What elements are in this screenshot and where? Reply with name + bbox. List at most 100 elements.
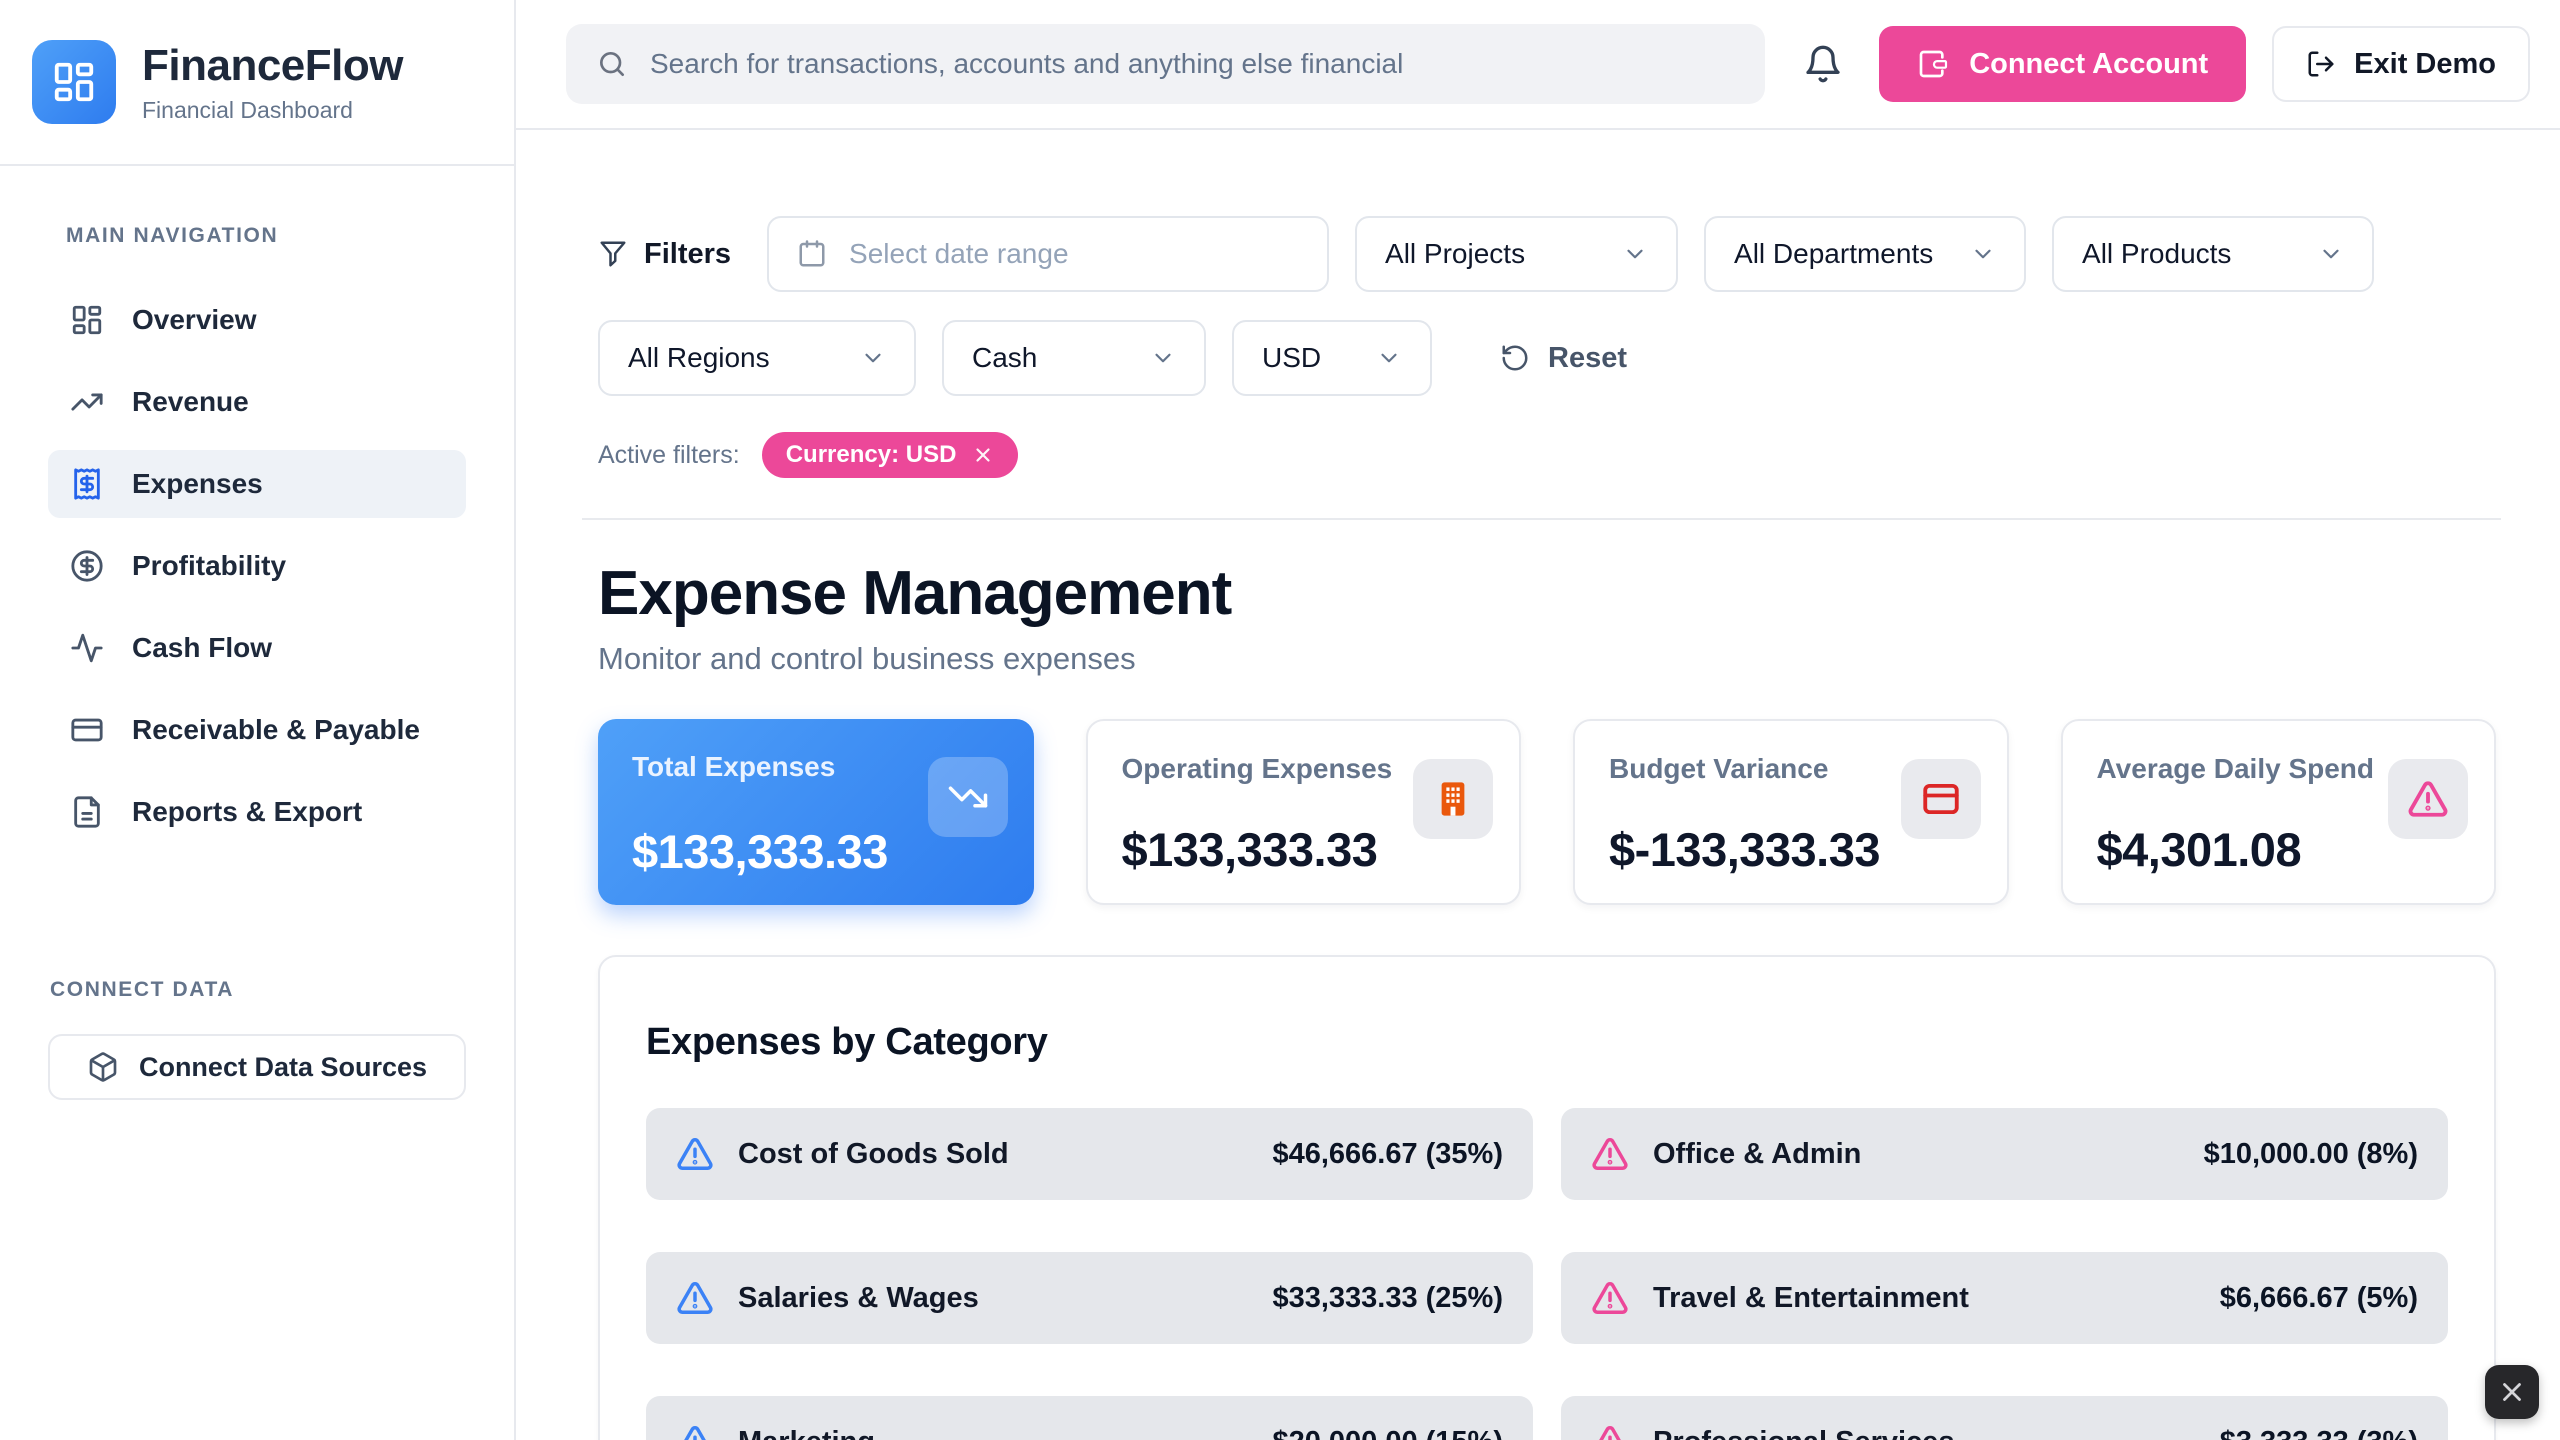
- close-icon[interactable]: [972, 444, 994, 466]
- category-value: $6,666.67 (5%): [2219, 1281, 2418, 1314]
- package-icon: [87, 1051, 119, 1083]
- log-out-icon: [2306, 49, 2336, 79]
- reset-label: Reset: [1548, 341, 1627, 374]
- section-divider: [582, 518, 2501, 520]
- stat-card-average-daily-spend[interactable]: Average Daily Spend $4,301.08: [2060, 719, 2496, 905]
- chevron-down-icon: [1970, 241, 1996, 267]
- category-value: $3,333.33 (3%): [2220, 1426, 2418, 1440]
- sidebar-item-label: Overview: [132, 304, 257, 335]
- sidebar-item-label: Profitability: [132, 550, 287, 581]
- category-row-travel-entertainment[interactable]: Travel & Entertainment $6,666.67 (5%): [1561, 1252, 2448, 1344]
- nav-section-label: MAIN NAVIGATION: [66, 224, 279, 247]
- search-icon: [596, 48, 628, 80]
- alert-triangle-icon: [676, 1423, 714, 1440]
- reset-filters-button[interactable]: Reset: [1500, 342, 1627, 375]
- date-range-placeholder: Select date range: [849, 238, 1069, 269]
- circle-dollar-icon: [70, 549, 104, 583]
- exit-demo-label: Exit Demo: [2354, 47, 2496, 80]
- chevron-down-icon: [1376, 345, 1402, 371]
- wallet-icon: [1917, 48, 1949, 80]
- credit-card-icon: [1900, 759, 1981, 839]
- stat-value: $133,333.33: [1121, 823, 1378, 876]
- chevron-down-icon: [2318, 241, 2344, 267]
- alert-triangle-icon: [676, 1279, 714, 1317]
- x-icon: [2497, 1377, 2527, 1407]
- topbar: Connect Account Exit Demo: [516, 0, 2560, 130]
- category-row-office-admin[interactable]: Office & Admin $10,000.00 (8%): [1561, 1108, 2448, 1200]
- currency-select[interactable]: USD: [1232, 320, 1432, 396]
- chevron-down-icon: [1622, 241, 1648, 267]
- app-logo-icon: [32, 40, 116, 124]
- stat-label: Budget Variance: [1609, 753, 1829, 784]
- connect-account-button[interactable]: Connect Account: [1879, 26, 2247, 102]
- stat-card-budget-variance[interactable]: Budget Variance $-133,333.33: [1573, 719, 2009, 905]
- sidebar-item-profitability[interactable]: Profitability: [48, 532, 466, 600]
- product-filter-select[interactable]: All Products: [2052, 216, 2375, 292]
- category-name: Marketing: [738, 1426, 875, 1440]
- search-bar[interactable]: [566, 24, 1766, 104]
- category-name: Office & Admin: [1653, 1137, 1862, 1170]
- notifications-bell-icon[interactable]: [1803, 44, 1843, 84]
- search-input[interactable]: [650, 48, 1736, 80]
- stat-card-operating-expenses[interactable]: Operating Expenses $133,333.33: [1085, 719, 1521, 905]
- connect-data-section: CONNECT DATA Connect Data Sources: [0, 978, 514, 1100]
- panel-title: Expenses by Category: [646, 1021, 1048, 1063]
- category-value: $46,666.67 (35%): [1272, 1137, 1503, 1170]
- credit-card-icon: [70, 713, 104, 747]
- department-filter-select[interactable]: All Departments: [1704, 216, 2027, 292]
- alert-triangle-icon: [1591, 1423, 1629, 1440]
- category-name: Professional Services: [1653, 1426, 1954, 1440]
- date-range-input[interactable]: Select date range: [767, 216, 1330, 292]
- category-row-marketing[interactable]: Marketing $20,000.00 (15%): [646, 1396, 1533, 1440]
- category-row-salaries-wages[interactable]: Salaries & Wages $33,333.33 (25%): [646, 1252, 1533, 1344]
- alert-triangle-icon: [1591, 1135, 1629, 1173]
- region-filter-select[interactable]: All Regions: [598, 320, 916, 396]
- currency-chip-label: Currency: USD: [785, 441, 957, 468]
- currency-filter-chip[interactable]: Currency: USD: [761, 432, 1019, 478]
- sidebar-item-cash-flow[interactable]: Cash Flow: [48, 614, 466, 682]
- category-value: $10,000.00 (8%): [2203, 1137, 2418, 1170]
- connect-data-sources-label: Connect Data Sources: [138, 1051, 428, 1082]
- connect-section-label: CONNECT DATA: [50, 978, 235, 1001]
- stat-label: Operating Expenses: [1121, 753, 1393, 784]
- category-row-professional-services[interactable]: Professional Services $3,333.33 (3%): [1561, 1396, 2448, 1440]
- chevron-down-icon: [860, 345, 886, 371]
- brand-text: FinanceFlow Financial Dashboard: [142, 41, 403, 124]
- main-navigation: MAIN NAVIGATION Overview Revenue Expense…: [0, 166, 514, 846]
- trending-up-icon: [70, 385, 104, 419]
- category-name: Salaries & Wages: [738, 1281, 979, 1314]
- activity-icon: [70, 631, 104, 665]
- stat-card-total-expenses[interactable]: Total Expenses $133,333.33: [598, 719, 1034, 905]
- sidebar-item-label: Cash Flow: [132, 632, 273, 663]
- sidebar-item-reports-export[interactable]: Reports & Export: [48, 778, 466, 846]
- connect-account-label: Connect Account: [1969, 47, 2209, 80]
- category-value: $20,000.00 (15%): [1272, 1426, 1503, 1440]
- category-value: $33,333.33 (25%): [1272, 1281, 1503, 1314]
- stat-label: Average Daily Spend: [2096, 753, 2375, 784]
- app-title: FinanceFlow: [142, 40, 403, 90]
- alert-triangle-icon: [2388, 759, 2468, 839]
- sidebar-item-receivable-payable[interactable]: Receivable & Payable: [48, 696, 466, 764]
- building-icon: [1413, 759, 1493, 839]
- sidebar-item-expenses[interactable]: Expenses: [48, 450, 466, 518]
- overlay-close-button[interactable]: [2485, 1365, 2539, 1419]
- sidebar: FinanceFlow Financial Dashboard MAIN NAV…: [0, 0, 516, 1440]
- sidebar-item-revenue[interactable]: Revenue: [48, 368, 466, 436]
- exit-demo-button[interactable]: Exit Demo: [2272, 26, 2530, 102]
- sidebar-item-label: Revenue: [132, 386, 249, 417]
- sidebar-item-overview[interactable]: Overview: [48, 286, 466, 354]
- funnel-icon: [598, 239, 628, 269]
- project-filter-select[interactable]: All Projects: [1355, 216, 1679, 292]
- stat-value: $133,333.33: [632, 825, 888, 878]
- page-content: Filters Select date range All Projects A…: [516, 130, 2560, 1440]
- accounting-basis-select[interactable]: Cash: [942, 320, 1206, 396]
- alert-triangle-icon: [1591, 1279, 1629, 1317]
- category-grid: Cost of Goods Sold $46,666.67 (35%) Offi…: [646, 1108, 2448, 1440]
- category-row-cost-of-goods-sold[interactable]: Cost of Goods Sold $46,666.67 (35%): [646, 1108, 1533, 1200]
- connect-data-sources-button[interactable]: Connect Data Sources: [48, 1034, 466, 1100]
- chevron-down-icon: [1150, 345, 1176, 371]
- page-title: Expense Management: [598, 559, 1232, 628]
- sidebar-item-label: Reports & Export: [132, 796, 363, 827]
- stat-cards-row: Total Expenses $133,333.33 Operating Exp…: [598, 719, 2496, 905]
- category-name: Travel & Entertainment: [1653, 1281, 1969, 1314]
